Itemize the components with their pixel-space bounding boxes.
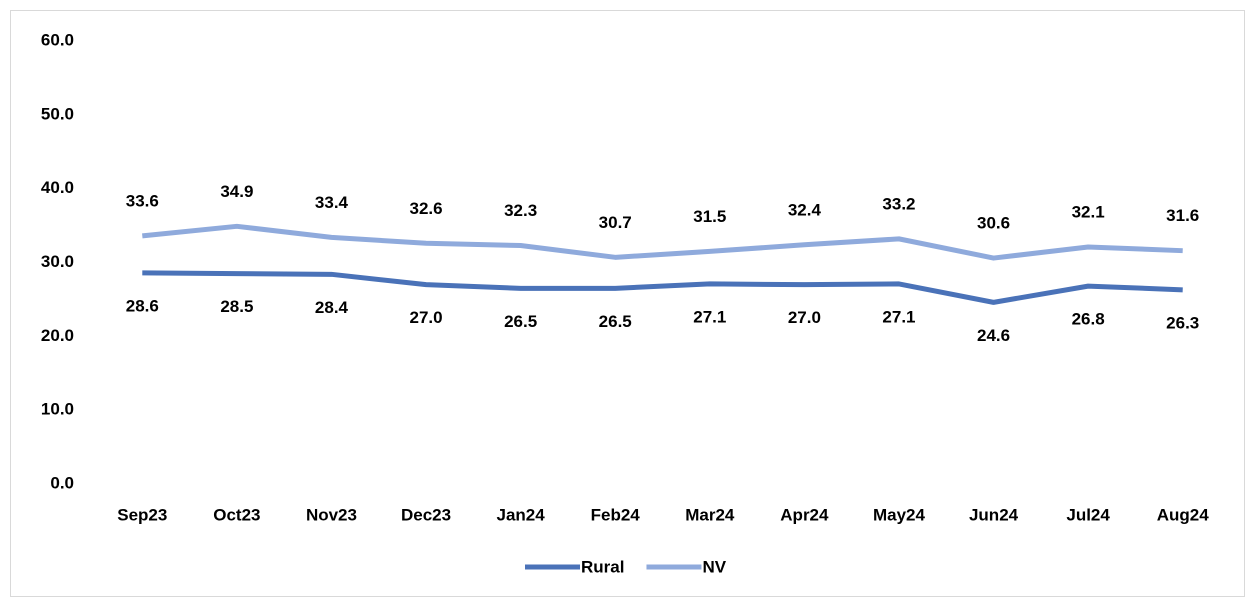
x-tick-label: Feb24 [591,505,641,524]
data-label: 30.7 [599,213,632,232]
data-label: 31.6 [1166,206,1199,225]
x-tick-label: Mar24 [685,505,735,524]
x-tick-label: Oct23 [213,505,260,524]
x-tick-label: Jul24 [1066,505,1110,524]
data-label: 33.4 [315,193,349,212]
data-label: 27.1 [882,307,915,326]
data-label: 26.8 [1072,310,1105,329]
data-label: 28.4 [315,298,349,317]
x-tick-label: Jun24 [969,505,1019,524]
data-label: 26.5 [599,312,632,331]
data-label: 27.1 [693,307,726,326]
x-tick-label: Aug24 [1157,505,1210,524]
data-label: 32.4 [788,200,822,219]
x-tick-label: May24 [873,505,926,524]
data-line [142,270,1183,305]
data-label: 32.3 [504,201,537,220]
data-label: 26.5 [504,312,537,331]
data-line [142,223,1183,261]
data-label: 32.1 [1072,202,1105,221]
chart-border [10,10,1245,597]
y-tick-label: 20.0 [41,326,74,345]
data-label: 32.6 [409,199,442,218]
x-tick-label: Nov23 [306,505,357,524]
y-tick-label: 0.0 [50,473,74,492]
y-tick-label: 40.0 [41,178,74,197]
x-tick-label: Sep23 [117,505,167,524]
data-label: 26.3 [1166,313,1199,332]
data-label: 27.0 [788,308,821,327]
data-label: 27.0 [409,308,442,327]
data-label: 24.6 [977,326,1010,345]
y-tick-label: 60.0 [41,30,74,49]
x-tick-label: Dec23 [401,505,451,524]
y-tick-label: 50.0 [41,104,74,123]
legend-label: Rural [581,557,624,576]
y-tick-label: 30.0 [41,252,74,271]
y-tick-label: 10.0 [41,400,74,419]
data-label: 30.6 [977,214,1010,233]
x-tick-label: Jan24 [497,505,546,524]
data-label: 31.5 [693,207,726,226]
x-tick-label: Apr24 [780,505,829,524]
data-label: 28.6 [126,296,159,315]
data-label: 33.2 [882,194,915,213]
data-label: 33.6 [126,191,159,210]
legend-label: NV [702,557,726,576]
data-label: 28.5 [220,297,253,316]
data-label: 34.9 [220,182,253,201]
